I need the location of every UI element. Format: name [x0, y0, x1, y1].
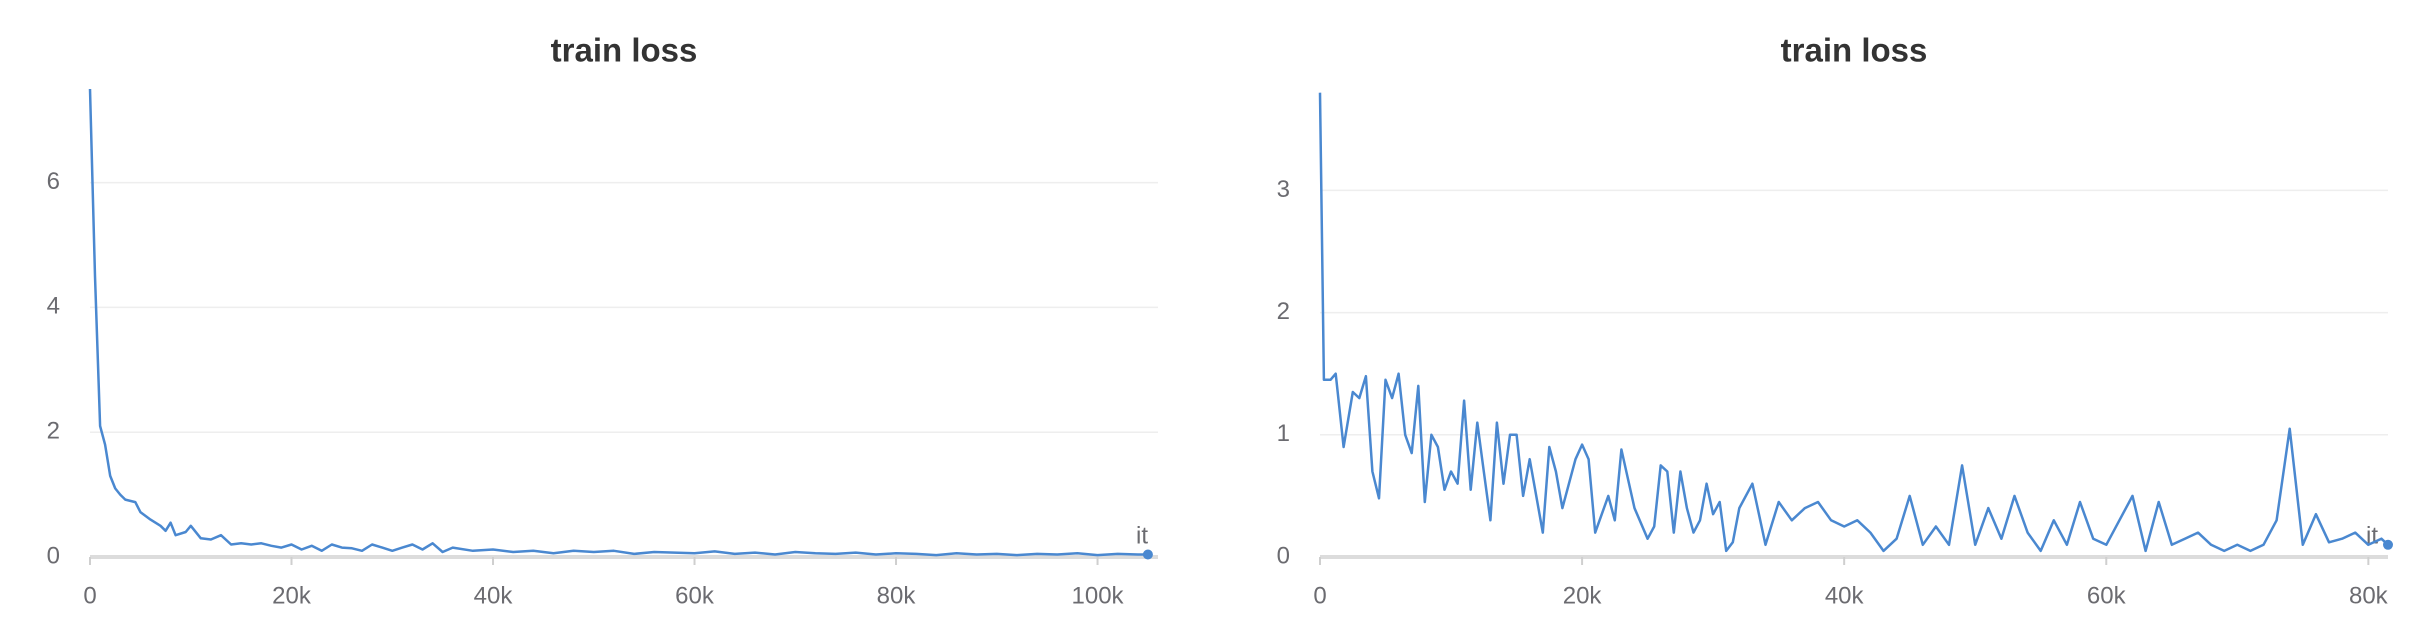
x-axis-label: it — [1136, 522, 1148, 549]
x-tick-label: 100k — [1072, 582, 1125, 609]
y-tick-label: 2 — [1277, 298, 1290, 325]
x-tick-label: 40k — [474, 582, 514, 609]
y-tick-label: 4 — [47, 293, 60, 320]
loss-line — [1318, 92, 2389, 553]
y-tick-label: 1 — [1277, 420, 1290, 447]
y-tick-label: 0 — [1277, 542, 1290, 569]
x-tick-label: 60k — [2087, 582, 2127, 609]
x-tick-label: 20k — [1563, 582, 1603, 609]
x-tick-label: 80k — [2349, 582, 2389, 609]
y-tick-label: 2 — [47, 418, 60, 445]
chart-title: train loss — [551, 32, 698, 69]
y-tick-label: 6 — [47, 168, 60, 195]
y-tick-label: 0 — [47, 542, 60, 569]
x-tick-label: 40k — [1825, 582, 1865, 609]
last-point — [2383, 539, 2393, 550]
chart-title: train loss — [1781, 32, 1928, 69]
x-tick-label: 80k — [877, 582, 917, 609]
loss-line — [88, 88, 1148, 557]
y-tick-label: 3 — [1277, 176, 1290, 203]
x-tick-label: 20k — [272, 582, 312, 609]
x-tick-label: 60k — [675, 582, 715, 609]
x-tick-label: 0 — [83, 582, 96, 609]
last-point — [1142, 549, 1153, 560]
x-tick-label: 0 — [1313, 582, 1326, 609]
